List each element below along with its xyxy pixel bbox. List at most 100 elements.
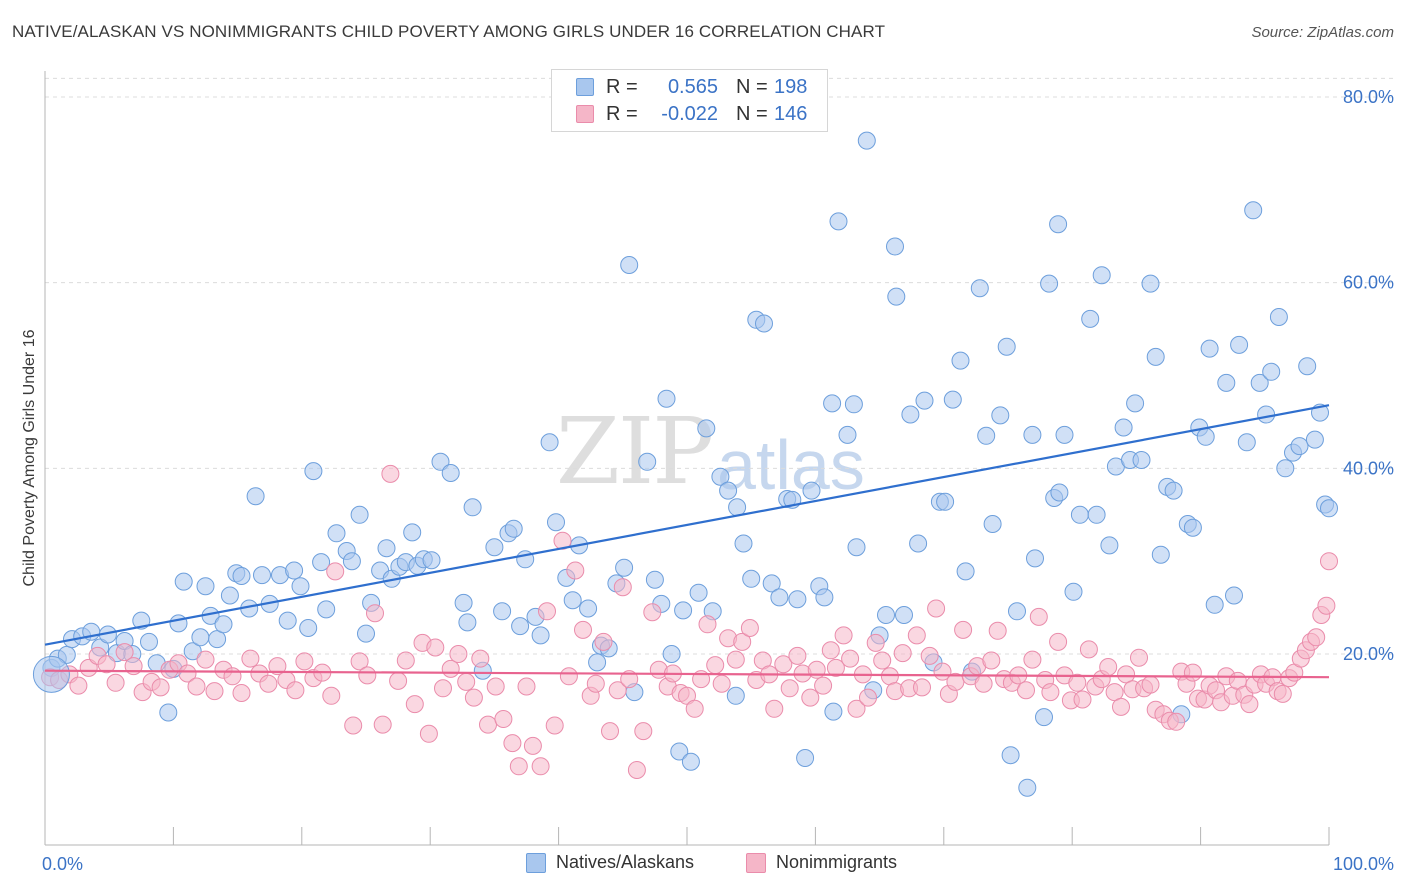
- nonimmigrant-point: [381, 464, 400, 483]
- native-point: [847, 538, 866, 557]
- native-point: [1225, 586, 1243, 605]
- nonimmigrant-point: [1273, 684, 1292, 703]
- native-point: [431, 452, 450, 471]
- native-point: [441, 464, 460, 482]
- legend-r-value: 0.565: [667, 75, 718, 98]
- nonimmigrant-point: [821, 641, 840, 660]
- nonimmigrant-point: [449, 645, 468, 663]
- legend-n-label: N =: [736, 75, 768, 98]
- native-point: [936, 492, 955, 511]
- nonimmigrant-point: [974, 674, 993, 693]
- y-tick-label: 80.0%: [1343, 87, 1394, 107]
- nonimmigrant-point: [733, 632, 752, 651]
- legend-r-label: R =: [606, 102, 638, 125]
- bottom-legend-swatch-natives: [526, 852, 546, 873]
- native-point: [485, 538, 504, 557]
- native-point: [1196, 427, 1215, 446]
- nonimmigrant-point: [774, 655, 793, 674]
- native-point: [857, 131, 876, 150]
- nonimmigrant-point: [1183, 663, 1202, 682]
- native-point: [681, 752, 700, 771]
- nonimmigrant-point: [765, 699, 784, 718]
- nonimmigrant-point: [982, 651, 1001, 670]
- nonimmigrant-point: [620, 670, 639, 689]
- nonimmigrant-point: [954, 620, 973, 639]
- nonimmigrant-point: [594, 632, 613, 651]
- native-point: [183, 642, 202, 661]
- nonimmigrant-point: [574, 620, 592, 639]
- nonimmigrant-point: [1099, 658, 1118, 676]
- nonimmigrant-point: [441, 659, 460, 678]
- nonimmigrant-point: [698, 615, 717, 634]
- nonimmigrant-point: [538, 602, 556, 621]
- native-point: [1237, 433, 1256, 452]
- native-point: [615, 558, 634, 577]
- native-point: [1081, 309, 1100, 328]
- nonimmigrant-point: [559, 667, 578, 686]
- bottom-legend-label-nonimmigrants: Nonimmigrants: [776, 852, 898, 872]
- native-point: [802, 481, 821, 500]
- correlation-legend: R = 0.565 N = 198 R = -0.022 N = 146: [551, 69, 828, 132]
- native-point: [454, 593, 473, 612]
- native-point: [1146, 347, 1165, 366]
- nonimmigrant-point: [187, 677, 206, 696]
- native-point: [1305, 430, 1324, 449]
- nonimmigrant-point: [988, 621, 1007, 640]
- native-point: [662, 645, 681, 663]
- nonimmigrant-point: [196, 650, 215, 669]
- native-point: [377, 539, 396, 558]
- nonimmigrant-point: [232, 684, 251, 702]
- native-point: [422, 551, 441, 570]
- native-point: [1018, 778, 1037, 797]
- native-point: [1035, 708, 1053, 727]
- nonimmigrant-point: [907, 626, 926, 645]
- native-point: [232, 567, 251, 585]
- bottom-legend-natives: Natives/Alaskans: [526, 852, 694, 873]
- native-point: [943, 390, 962, 409]
- nonimmigrant-point: [1240, 695, 1259, 714]
- nonimmigrant-point: [627, 761, 646, 779]
- nonimmigrant-point: [494, 710, 513, 728]
- native-point: [285, 561, 304, 580]
- nonimmigrant-point: [1049, 632, 1068, 651]
- native-point: [1050, 483, 1069, 502]
- legend-swatch-natives: [576, 78, 594, 96]
- native-point: [638, 452, 657, 471]
- native-point: [1114, 418, 1133, 437]
- nonimmigrant-point: [801, 688, 820, 707]
- legend-n-value: 198: [774, 75, 808, 98]
- y-tick-label: 40.0%: [1343, 458, 1394, 478]
- nonimmigrant-point: [389, 671, 408, 690]
- nonimmigrant-point: [358, 666, 377, 685]
- native-point: [196, 577, 215, 596]
- native-point: [762, 574, 781, 593]
- native-point: [1100, 536, 1119, 555]
- nonimmigrant-point: [151, 678, 170, 697]
- y-tick-label: 20.0%: [1343, 644, 1394, 664]
- native-point: [140, 632, 158, 651]
- native-point: [1269, 308, 1288, 326]
- native-point: [689, 583, 708, 602]
- native-point: [1132, 451, 1151, 469]
- native-point: [887, 287, 906, 306]
- nonimmigrant-point: [523, 736, 542, 755]
- nonimmigrant-point: [913, 678, 931, 697]
- nonimmigrant-trendline: [44, 669, 1330, 679]
- nonimmigrant-point: [106, 673, 125, 692]
- native-point: [726, 686, 745, 705]
- native-point: [951, 351, 970, 370]
- native-point: [770, 588, 789, 607]
- native-point: [991, 406, 1010, 425]
- native-point: [588, 653, 607, 672]
- nonimmigrant-point: [847, 699, 866, 718]
- nonimmigrant-point: [457, 672, 476, 691]
- nonimmigrant-point: [826, 658, 845, 677]
- native-point: [1040, 274, 1059, 293]
- native-point: [403, 523, 422, 542]
- native-point: [1276, 459, 1295, 478]
- native-point: [191, 628, 210, 647]
- nonimmigrant-point: [1023, 650, 1042, 669]
- native-point: [547, 513, 565, 532]
- nonimmigrant-point: [706, 656, 725, 675]
- nonimmigrant-point: [322, 686, 341, 705]
